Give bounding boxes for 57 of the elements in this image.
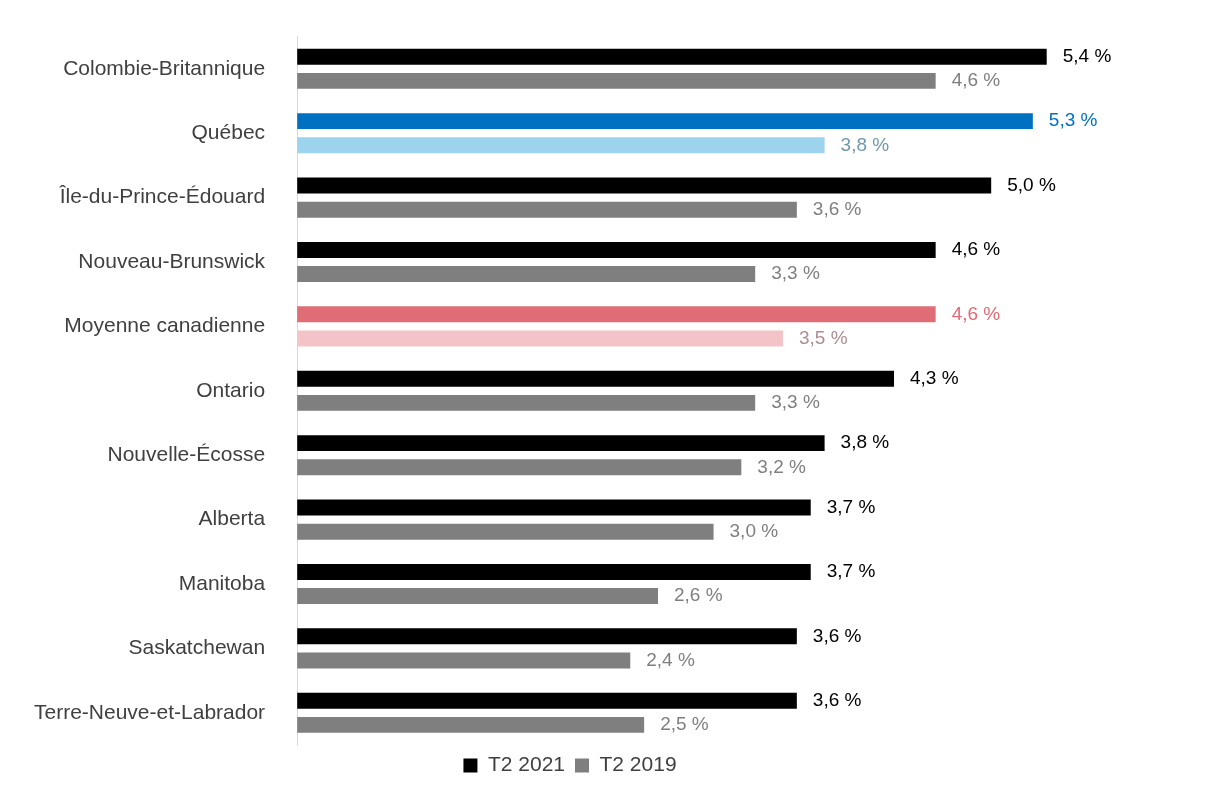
bar [297,716,645,733]
data-label: 3,8 % [840,133,890,155]
y-tick-label: Alberta [198,506,266,530]
bar [297,241,936,258]
bar [297,692,797,709]
data-label: 4,3 % [910,366,959,388]
y-tick-label: Québec [191,120,266,143]
y-tick-label: Moyenne canadienne [64,313,266,337]
bar [297,137,825,154]
data-label: 4,6 % [951,238,1001,260]
data-label: 5,0 % [1007,173,1056,195]
y-tick-label: Colombie-Britannique [63,55,266,79]
data-label: 4,6 % [951,302,1001,324]
bar [297,563,811,580]
bar [297,113,1033,130]
data-label: 2,5 % [660,713,709,735]
bar [297,370,895,387]
data-label: 3,5 % [798,326,848,348]
y-tick-label: Manitoba [178,570,266,594]
bar [297,72,936,89]
data-label: 3,6 % [812,624,862,646]
bar [297,652,631,669]
y-tick-label: Île-du-Prince-Édouard [58,184,266,208]
bar [297,177,992,194]
bar [297,266,756,283]
bar [297,330,783,347]
bar [297,459,742,476]
data-label: 5,4 % [1062,44,1112,66]
bar [297,394,756,411]
data-label: 3,6 % [812,688,862,710]
data-label: 3,7 % [826,560,876,582]
data-label: 5,3 % [1048,109,1098,131]
bar [297,588,659,605]
y-tick-label: Saskatchewan [128,635,266,659]
data-label: 3,6 % [812,197,862,219]
data-label: 3,2 % [757,455,807,477]
y-tick-label: Terre-Neuve-et-Labrador [33,699,266,723]
data-label: 4,6 % [951,69,1001,91]
data-label: 3,0 % [729,519,779,541]
data-label: 3,3 % [771,391,820,413]
data-label: 2,6 % [674,584,723,606]
data-label: 2,4 % [646,648,695,670]
y-tick-label: Nouveau-Brunswick [78,248,266,272]
data-label: 3,7 % [826,495,876,517]
bar [297,201,797,218]
y-tick-label: Nouvelle-Écosse [107,442,266,465]
bar [297,306,936,323]
bar [297,435,825,452]
legend-label: T2 2021 [487,752,565,776]
bar [297,523,714,540]
legend-label: T2 2019 [599,752,677,776]
y-tick-label: Ontario [196,377,266,401]
data-label: 3,3 % [771,262,820,284]
bar [297,628,797,645]
bar [297,48,1047,65]
data-label: 3,8 % [840,431,890,453]
bar [297,499,811,516]
